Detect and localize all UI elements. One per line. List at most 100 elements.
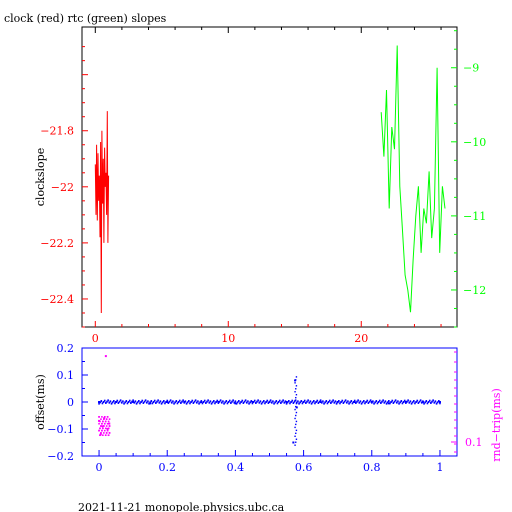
offset-point — [130, 401, 132, 404]
offset-point — [261, 401, 264, 404]
offset-point — [361, 401, 364, 404]
offset-x-tick-label: 0.2 — [158, 461, 176, 474]
offset-point — [295, 396, 297, 399]
offset-point — [331, 400, 333, 403]
offset-point — [230, 401, 232, 404]
offset-point — [114, 402, 116, 405]
offset-point — [295, 411, 298, 414]
offset-point — [225, 400, 228, 403]
offset-point — [270, 401, 273, 404]
offset-point — [334, 400, 337, 403]
offset-point — [295, 402, 298, 405]
offset-point — [176, 402, 179, 405]
offset-point — [295, 388, 297, 390]
offset-point — [291, 399, 294, 402]
offset-point — [384, 400, 387, 403]
offset-point — [113, 400, 115, 403]
offset-point — [319, 401, 322, 403]
offset-point — [343, 400, 346, 403]
offset-point — [340, 401, 342, 403]
offset-point — [276, 402, 279, 405]
x-tick-label: 20 — [354, 332, 368, 345]
offset-point — [260, 402, 263, 405]
offset-point — [105, 401, 107, 404]
offset-point — [308, 401, 311, 404]
offset-point — [299, 401, 301, 404]
offset-point — [272, 400, 274, 403]
offset-point — [250, 400, 253, 403]
rndtrip-point — [104, 420, 107, 423]
offset-point — [417, 401, 420, 404]
offset-point — [273, 402, 275, 405]
offset-point — [327, 401, 330, 403]
offset-point — [320, 401, 323, 404]
offset-point — [191, 399, 194, 402]
offset-point — [144, 399, 147, 402]
offset-point — [419, 399, 422, 402]
offset-point — [128, 399, 131, 402]
offset-point — [420, 401, 423, 404]
offset-y-tick-label: 0 — [67, 396, 74, 409]
rndtrip-point — [101, 422, 103, 425]
rndtrip-point — [100, 432, 102, 434]
rndtrip-point — [108, 432, 111, 434]
offset-point — [399, 401, 401, 404]
offset-point — [178, 399, 181, 402]
offset-point — [353, 401, 356, 403]
offset-point — [355, 401, 357, 404]
offset-point — [295, 414, 297, 417]
offset-point — [107, 399, 109, 402]
offset-point — [302, 401, 305, 403]
offset-point — [288, 400, 290, 403]
offset-point — [198, 402, 200, 405]
y-tick-left-label: −21.8 — [40, 125, 74, 138]
rndtrip-point — [103, 422, 106, 425]
offset-point — [280, 401, 282, 404]
offset-point — [407, 399, 409, 402]
offset-point — [293, 400, 296, 403]
offset-point — [311, 401, 314, 404]
offset-point — [357, 399, 359, 402]
offset-point — [216, 399, 219, 402]
offset-point — [238, 400, 240, 403]
offset-series — [98, 376, 441, 446]
rndtrip-point — [103, 429, 106, 432]
offset-point — [141, 399, 144, 402]
offset-point — [147, 400, 149, 403]
offset-point — [330, 401, 332, 404]
offset-point — [172, 400, 174, 403]
offset-point — [253, 399, 256, 402]
x-tick-label: 0 — [92, 332, 99, 345]
offset-point — [385, 402, 388, 405]
offset-point — [363, 400, 365, 403]
offset-point — [117, 401, 120, 404]
red-slope-series — [94, 111, 110, 314]
green-slope-series — [380, 45, 446, 313]
rndtrip-point — [105, 425, 108, 427]
offset-point — [175, 400, 178, 403]
offset-point — [235, 402, 238, 405]
offset-point — [342, 401, 345, 404]
offset-point — [431, 400, 433, 403]
offset-point — [241, 399, 244, 402]
offset-point — [173, 402, 175, 405]
offset-point — [377, 401, 380, 403]
offset-point — [103, 399, 106, 402]
offset-x-tick-label: 0 — [96, 461, 103, 474]
offset-point — [301, 402, 304, 405]
offset-point — [408, 401, 411, 404]
offset-point — [352, 401, 355, 403]
offset-y-label: offset(ms) — [34, 374, 47, 430]
offset-point — [99, 401, 101, 404]
offset-point — [206, 400, 208, 403]
y-tick-right-label: −11 — [463, 210, 486, 223]
offset-point — [323, 402, 325, 405]
rndtrip-point — [105, 432, 108, 434]
rndtrip-point — [108, 422, 111, 425]
offset-point — [383, 401, 386, 404]
offset-point — [223, 402, 225, 405]
offset-point — [297, 400, 299, 403]
offset-point — [203, 399, 206, 402]
offset-point — [218, 400, 221, 403]
